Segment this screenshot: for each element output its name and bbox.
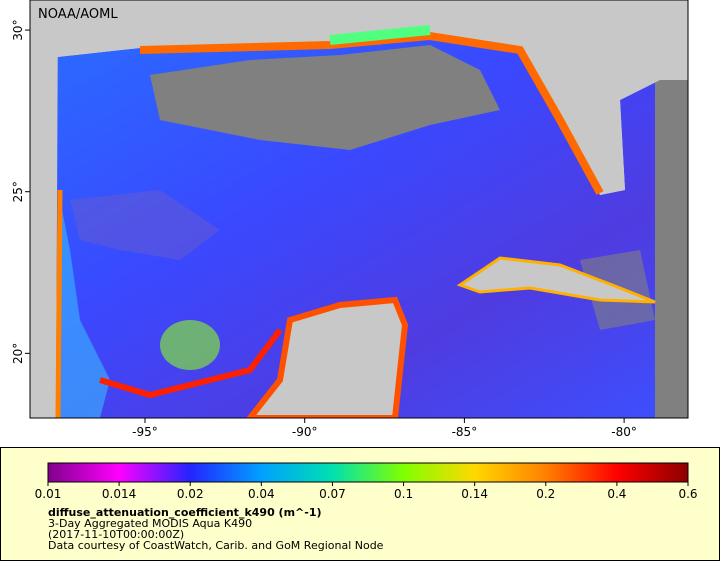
x-tick-label: -80° — [611, 425, 637, 439]
coastal-band — [329, 25, 431, 45]
colorbar-tick-label: 0.07 — [319, 487, 346, 501]
yucatan — [246, 296, 409, 418]
map-frame — [29, 0, 689, 419]
variable: diffuse_attenuation_coefficient_k490 (m^… — [48, 506, 322, 519]
colorbar-tick-label: 0.2 — [536, 487, 555, 501]
coastal-band — [55, 189, 63, 418]
coastal-band — [99, 328, 283, 399]
mexico — [30, 0, 58, 418]
time: (2017-11-10T00:00:00Z) — [48, 528, 184, 541]
y-tick-label: 25° — [11, 181, 25, 202]
watermark-bg — [34, 3, 132, 23]
coastal-band — [139, 31, 604, 195]
x-tick-label: -90° — [292, 425, 318, 439]
no-data — [150, 45, 500, 150]
colorbar-tick-label: 0.4 — [607, 487, 626, 501]
colorbar-tick-label: 0.02 — [177, 487, 204, 501]
patch — [160, 320, 220, 370]
credit: Data courtesy of CoastWatch, Carib. and … — [48, 539, 384, 552]
map: NOAA/AOML — [30, 0, 688, 418]
y-tick-label: 30° — [11, 19, 25, 40]
colorbar-tick-label: 0.6 — [678, 487, 697, 501]
colorbar-tick-label: 0.1 — [394, 487, 413, 501]
patch — [70, 190, 220, 260]
x-tick-label: -85° — [452, 425, 478, 439]
y-tick-label: 20° — [11, 343, 25, 364]
patch — [60, 200, 110, 418]
colorbar-tick-label: 0.14 — [461, 487, 488, 501]
cuba — [456, 256, 656, 304]
colorbar-tick-label: 0.014 — [102, 487, 136, 501]
dataset: 3-Day Aggregated MODIS Aqua K490 — [48, 517, 252, 530]
colorbar-tick-label: 0.01 — [35, 487, 62, 501]
colorbar-tick-label: 0.04 — [248, 487, 275, 501]
x-tick-label: -95° — [132, 425, 158, 439]
watermark: NOAA/AOML — [38, 7, 118, 22]
no-data — [655, 80, 688, 418]
colorbar — [47, 462, 689, 483]
